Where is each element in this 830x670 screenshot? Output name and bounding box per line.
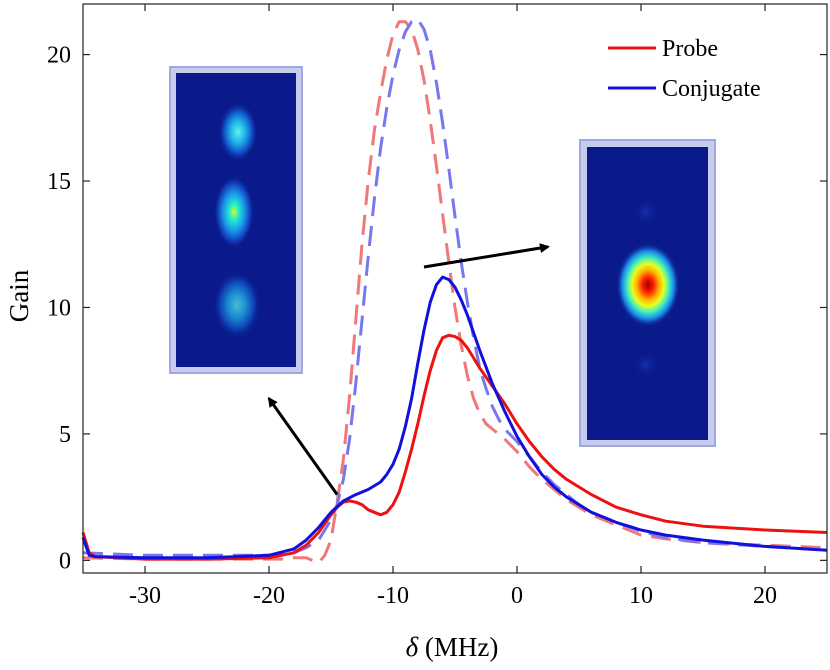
legend-label-probe: Probe: [662, 36, 718, 62]
inset-spot-faint-top: [632, 198, 660, 226]
x-tick-label: 20: [753, 583, 777, 609]
y-axis-label: Gain: [4, 269, 34, 322]
legend-label-conjugate: Conjugate: [662, 76, 761, 102]
series-line-3-dashed: [82, 17, 828, 557]
x-axis-label-unit: (MHz): [418, 632, 498, 662]
y-tick-label: 0: [59, 548, 71, 574]
x-tick-label: 10: [629, 583, 653, 609]
annotation-arrow-0: [267, 396, 339, 496]
x-tick-label: -10: [377, 583, 409, 609]
plot-frame: [82, 3, 828, 574]
series-line-0: [81, 333, 828, 561]
y-tick-label: 10: [47, 295, 71, 321]
y-tick-label: 5: [59, 422, 71, 448]
x-tick-label: -30: [129, 583, 161, 609]
inset-spot-main: [616, 243, 680, 327]
inset-image-left: [169, 66, 303, 374]
x-tick-label: 0: [511, 583, 523, 609]
series-line-1: [81, 275, 828, 560]
x-tick-label: -20: [253, 583, 285, 609]
legend: Probe Conjugate: [608, 36, 761, 102]
inset-image-right: [579, 139, 716, 447]
y-tick-label: 15: [47, 169, 71, 195]
series-line-2-dashed: [82, 20, 828, 565]
inset-spot-middle: [214, 176, 254, 248]
inset-spot-bottom: [213, 271, 261, 339]
x-axis-label: δ (MHz): [406, 632, 499, 662]
y-tick-label: 20: [47, 43, 71, 69]
x-axis-label-symbol: δ: [406, 632, 419, 662]
inset-spot-faint-bottom: [632, 351, 660, 379]
annotation-arrow-1: [423, 243, 550, 269]
inset-spot-top: [218, 102, 258, 162]
